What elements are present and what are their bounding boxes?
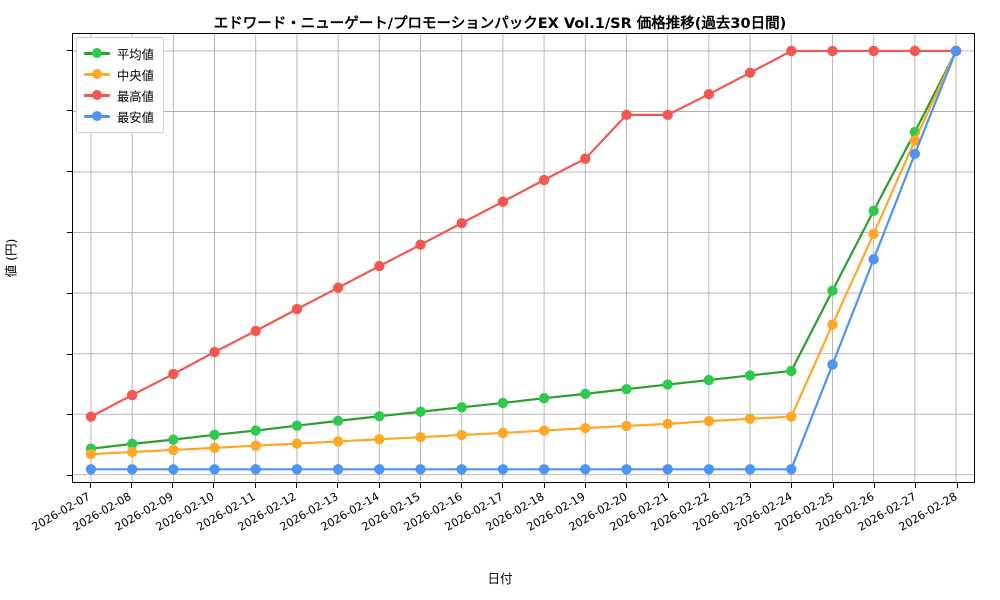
x-tick-mark — [419, 483, 421, 488]
legend-line-swatch — [84, 69, 110, 80]
x-tick-mark — [832, 483, 834, 488]
x-tick-mark — [130, 483, 132, 488]
legend-line-swatch — [84, 111, 110, 122]
chart-legend: 平均値中央値最高値最安値 — [76, 37, 164, 133]
x-tick-mark — [626, 483, 628, 488]
x-axis-ticks: 2026-02-07 2026-02-08 2026-02-09 2026-02-10… — [30, 483, 975, 573]
x-tick-mark — [956, 483, 958, 488]
x-tick-mark — [750, 483, 752, 488]
legend-line-swatch — [84, 48, 110, 59]
x-tick-mark — [873, 483, 876, 488]
x-axis-label: 日付 — [487, 571, 513, 586]
chart-canvas — [73, 34, 974, 482]
y-tick-mark — [67, 475, 72, 477]
x-tick-mark — [213, 483, 215, 488]
x-tick-mark — [337, 483, 339, 488]
legend-item-2[interactable]: 中央値 — [84, 64, 154, 85]
x-tick-mark — [584, 483, 587, 488]
x-tick-mark — [295, 483, 298, 488]
legend-marker-dot — [92, 111, 102, 122]
y-tick-mark — [67, 110, 72, 112]
legend-label: 中央値 — [117, 68, 154, 83]
y-tick-mark — [67, 292, 72, 294]
legend-label: 平均値 — [117, 47, 154, 62]
x-tick-mark — [543, 483, 545, 488]
x-tick-mark — [172, 483, 174, 488]
legend-item-4[interactable]: 最安値 — [84, 106, 154, 127]
legend-marker-dot — [92, 48, 102, 59]
x-tick-mark — [791, 483, 793, 488]
y-tick-mark — [67, 171, 72, 173]
x-tick-mark — [254, 483, 256, 488]
x-tick-mark — [915, 483, 917, 488]
x-tick-mark — [502, 483, 504, 488]
y-tick-mark — [67, 353, 72, 355]
y-tick-mark — [67, 49, 72, 51]
x-tick-mark — [89, 483, 91, 488]
x-tick-mark — [461, 483, 463, 488]
y-tick-mark — [67, 414, 72, 416]
x-tick-mark — [708, 483, 710, 488]
legend-label: 最安値 — [117, 110, 154, 125]
chart-title: エドワード・ニューゲート/プロモーションパックEX Vol.1/SR 価格推移(… — [213, 16, 787, 32]
legend-item-3[interactable]: 最高値 — [84, 85, 154, 106]
legend-item-1[interactable]: 平均値 — [84, 43, 154, 64]
y-axis-label: 値 (円) — [3, 238, 19, 278]
legend-line-swatch — [84, 90, 110, 101]
legend-marker-dot — [92, 69, 102, 80]
y-tick-mark — [67, 231, 72, 234]
plot-area — [72, 33, 975, 483]
legend-label: 最高値 — [117, 89, 154, 104]
x-tick-mark — [667, 483, 669, 488]
x-tick-mark — [378, 483, 380, 488]
legend-marker-dot — [92, 90, 102, 101]
